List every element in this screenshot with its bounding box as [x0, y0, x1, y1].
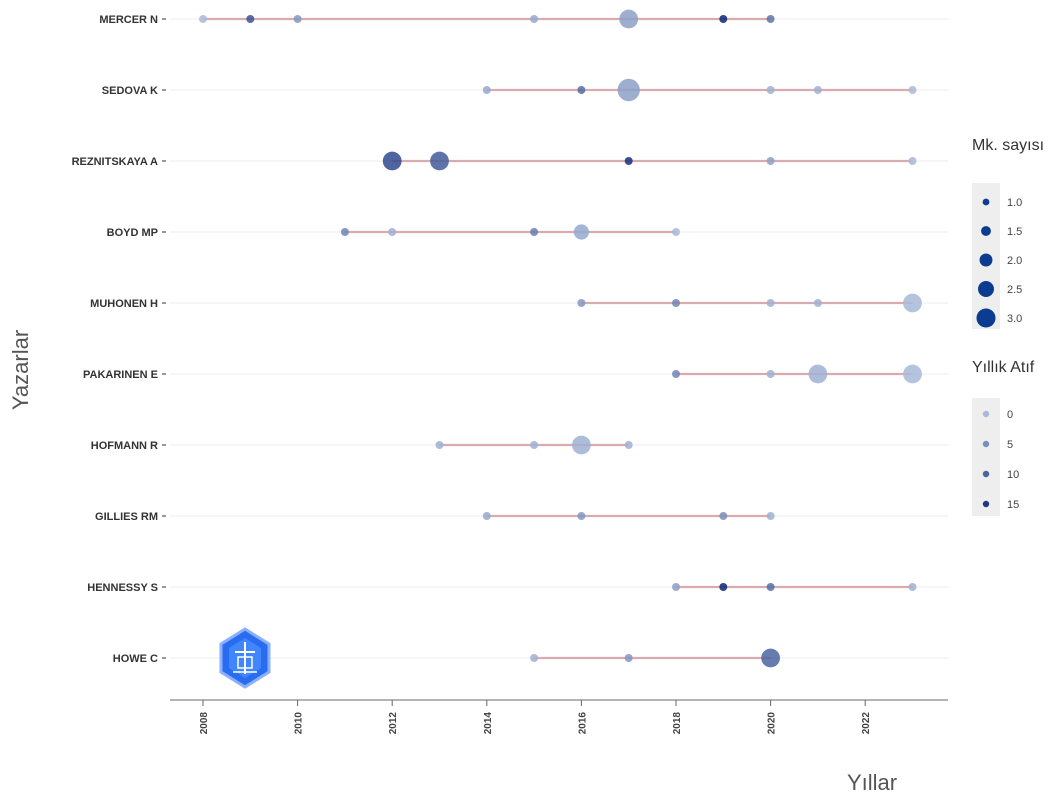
legend-color-label: 5	[1007, 439, 1013, 451]
data-point	[766, 512, 775, 520]
data-point	[435, 441, 444, 449]
data-point	[719, 15, 728, 23]
data-point	[672, 299, 680, 307]
legend-size-key	[982, 198, 990, 206]
legend-color-title: Yıllık Atıf	[972, 359, 1035, 376]
legend-size-key	[978, 281, 994, 297]
data-point	[388, 228, 397, 236]
data-point	[530, 654, 539, 662]
author-label: SEDOVA K	[102, 85, 158, 97]
data-point	[808, 364, 828, 384]
legend-color-label: 10	[1007, 469, 1019, 481]
data-point	[761, 648, 780, 668]
legend-size-label: 1.0	[1007, 197, 1022, 209]
data-point	[624, 441, 633, 449]
author-label: HOFMANN R	[91, 440, 158, 452]
author-label: PAKARINEN E	[83, 369, 158, 381]
data-point	[530, 15, 539, 23]
logo-icon	[219, 627, 271, 689]
data-point	[903, 293, 922, 313]
data-point	[577, 299, 586, 307]
data-point	[672, 228, 680, 236]
author-label: REZNITSKAYA A	[72, 156, 158, 168]
data-point	[573, 224, 590, 240]
legend-size-key	[976, 308, 996, 328]
legend-size-key	[979, 253, 993, 267]
x-tick-label: 2012	[388, 712, 399, 735]
legend-color: Yıllık Atıf 0 5 10 15	[972, 359, 1035, 516]
data-point	[766, 86, 775, 94]
author-label: HOWE C	[113, 653, 158, 665]
data-point	[672, 370, 680, 378]
legend-color-key	[982, 410, 990, 418]
data-point	[908, 583, 917, 591]
y-tick-labels: MERCER N SEDOVA K REZNITSKAYA A BOYD MP MUHO…	[72, 14, 166, 665]
data-point	[908, 157, 917, 165]
data-point	[577, 86, 586, 94]
legend-size: Mk. sayısı 1.0 1.5 2.0 2.5 3.0	[972, 137, 1044, 329]
data-point	[619, 9, 639, 29]
data-point	[672, 583, 680, 591]
data-point	[482, 86, 491, 94]
data-point	[903, 364, 922, 384]
data-point	[766, 15, 775, 23]
legend-size-label: 2.5	[1007, 284, 1022, 296]
legend-size-label: 3.0	[1007, 313, 1022, 325]
grid-layer	[170, 18, 948, 659]
data-point	[624, 654, 633, 662]
y-axis-title: Yazarlar	[8, 330, 33, 410]
author-label: MERCER N	[99, 14, 158, 26]
data-points	[199, 9, 922, 668]
data-point	[719, 583, 728, 591]
x-tick-label: 2016	[577, 712, 588, 735]
legend-size-label: 2.0	[1007, 255, 1022, 267]
data-point	[719, 512, 728, 520]
legend-color-key	[982, 440, 990, 448]
x-axis-title: Yıllar	[847, 770, 897, 795]
data-point	[766, 370, 775, 378]
data-point	[430, 151, 449, 171]
data-point	[813, 299, 822, 307]
x-tick-label: 2008	[199, 712, 210, 735]
data-point	[572, 435, 591, 455]
x-tick-label: 2020	[767, 712, 778, 735]
data-point	[382, 151, 402, 171]
legend-color-key	[982, 500, 990, 508]
data-point	[617, 78, 640, 102]
x-tick-labels: 2008 2010 2012 2014 2016 2018 2020 2022	[199, 700, 872, 734]
author-label: MUHONEN H	[90, 298, 158, 310]
data-point	[813, 86, 822, 94]
data-point	[766, 299, 775, 307]
data-point	[766, 157, 775, 165]
legend-color-label: 0	[1007, 409, 1013, 421]
x-tick-label: 2022	[861, 712, 872, 735]
data-point	[199, 15, 207, 23]
data-point	[908, 86, 917, 94]
legend-color-key	[982, 470, 990, 478]
x-tick-label: 2018	[672, 712, 683, 735]
x-tick-label: 2014	[483, 712, 494, 735]
data-point	[766, 583, 775, 591]
timeline-lines	[203, 17, 913, 660]
data-point	[577, 512, 586, 520]
data-point	[340, 228, 349, 236]
x-tick-label: 2010	[294, 712, 305, 735]
data-point	[482, 512, 491, 520]
legend-size-label: 1.5	[1007, 226, 1022, 238]
legend-size-key	[981, 226, 991, 236]
legend-color-label: 15	[1007, 499, 1019, 511]
data-point	[246, 15, 255, 23]
author-label: BOYD MP	[107, 227, 158, 239]
data-point	[293, 15, 302, 23]
author-label: HENNESSY S	[87, 582, 158, 594]
author-label: GILLIES RM	[95, 511, 158, 523]
legend-size-title: Mk. sayısı	[972, 137, 1044, 154]
data-point	[624, 157, 633, 165]
data-point	[530, 228, 539, 236]
legend-color-box	[972, 398, 1000, 516]
data-point	[530, 441, 539, 449]
